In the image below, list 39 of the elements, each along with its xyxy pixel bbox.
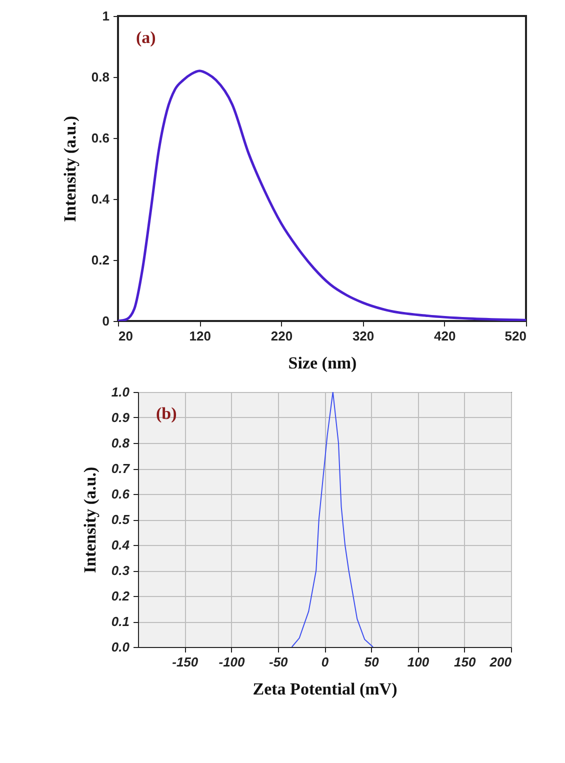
x-axis-title: Size (nm) — [288, 354, 357, 372]
y-tick-label: 1.0 — [111, 384, 130, 400]
y-tick-label: 0.9 — [111, 410, 130, 425]
y-tick-label: 0.8 — [91, 70, 110, 84]
x-tick-label: -100 — [218, 654, 246, 670]
y-tick-label: 0.8 — [111, 436, 130, 450]
x-tick-label: 50 — [364, 654, 380, 670]
y-tick-label: 0.2 — [91, 252, 110, 268]
y-tick-label: 0.5 — [111, 512, 130, 527]
x-tick-label: 200 — [488, 654, 512, 670]
x-tick-label: -150 — [172, 654, 199, 670]
x-tick-label: 20 — [118, 328, 133, 344]
y-tick-label: 0.1 — [111, 614, 130, 629]
x-tick-label: 120 — [189, 328, 211, 344]
y-tick-label: 0.4 — [91, 192, 110, 206]
x-axis-title: Zeta Potential (mV) — [252, 680, 398, 698]
y-axis-title: Intensity (a.u.) — [60, 116, 80, 222]
annotation: (a) — [136, 28, 156, 47]
annotation: (b) — [156, 404, 177, 423]
y-tick-label: 0.3 — [111, 563, 130, 578]
y-tick-label: 0 — [102, 314, 110, 328]
y-axis-title: Intensity (a.u.) — [80, 466, 100, 574]
x-tick-label: 220 — [270, 328, 293, 344]
x-tick-label: 420 — [434, 328, 456, 344]
x-tick-label: 100 — [407, 654, 430, 670]
y-tick-label: 0.4 — [111, 538, 130, 552]
y-tick-label: 0.6 — [111, 486, 130, 502]
x-tick-label: 520 — [504, 328, 526, 344]
x-tick-label: 320 — [352, 328, 374, 344]
line-series — [118, 70, 526, 321]
y-tick-label: 1 — [102, 8, 110, 24]
line-series — [291, 392, 374, 647]
y-tick-label: 0.7 — [111, 461, 130, 476]
x-tick-label: 0 — [321, 654, 330, 670]
x-tick-label: 150 — [454, 654, 476, 670]
y-tick-label: 0.6 — [91, 130, 110, 146]
y-tick-label: 0.0 — [111, 640, 130, 654]
x-tick-label: -50 — [268, 654, 289, 670]
y-tick-label: 0.2 — [111, 588, 130, 604]
